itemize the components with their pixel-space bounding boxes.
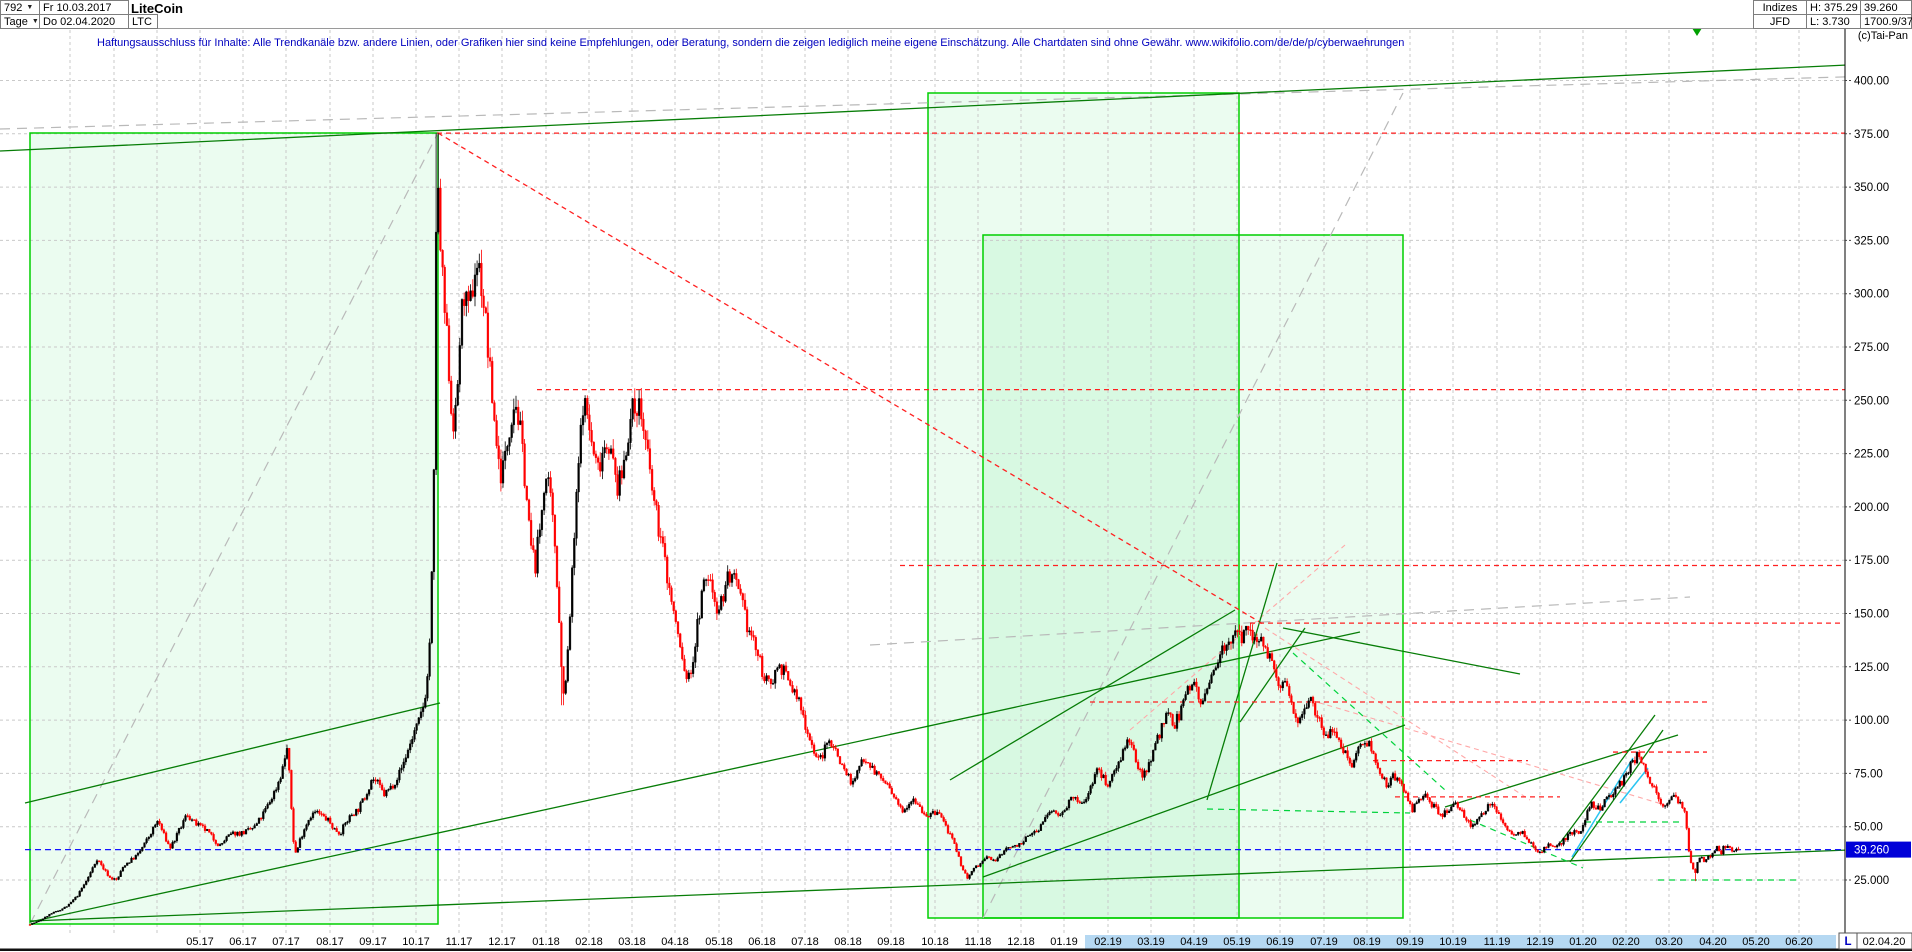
- data-group-value: Indizes: [1762, 1, 1798, 14]
- x-axis-month-label: 03.20: [1655, 936, 1683, 948]
- x-axis-month-label: 05.19: [1223, 936, 1251, 948]
- y-axis-tick-label: 325.00: [1854, 235, 1889, 247]
- x-axis-month-label: 01.18: [532, 936, 560, 948]
- x-axis-month-label: 04.20: [1699, 936, 1727, 948]
- y-axis-tick-label: 125.00: [1854, 662, 1889, 674]
- x-axis-month-label: 06.17: [229, 936, 257, 948]
- x-axis-month-label: 10.18: [921, 936, 949, 948]
- x-axis-month-label: 02.18: [575, 936, 603, 948]
- y-axis-tick-label: 300.00: [1854, 289, 1889, 301]
- x-axis-month-label: 06.18: [748, 936, 776, 948]
- x-axis-month-label: 11.18: [965, 936, 992, 948]
- x-axis-month-label: 05.17: [186, 936, 214, 948]
- current-price-tag-label: 39.260: [1854, 845, 1889, 857]
- x-axis-month-label: 08.17: [316, 936, 344, 948]
- end-date-box: [1856, 932, 1912, 950]
- y-axis[interactable]: 400.00 375.00 350.00 325.00 300.00 275.00 250.…: [1844, 29, 1912, 952]
- date-from-field[interactable]: Fr 10.03.2017: [39, 0, 129, 15]
- x-axis-month-label: 08.19: [1353, 936, 1381, 948]
- alert-triangle-icon: [1692, 28, 1702, 36]
- x-axis-month-label: 04.19: [1180, 936, 1208, 948]
- x-axis-month-label: 10.19: [1439, 936, 1467, 948]
- last-price-cell: 39.260: [1860, 0, 1912, 15]
- trend-channel-box-borders: [29, 92, 1404, 925]
- resistance-lines: [437, 132, 1845, 798]
- x-axis[interactable]: 05.17 06.17 07.17 08.17 09.17 10.17 11.17 12.17…: [0, 932, 1912, 952]
- x-axis-month-label: 05.18: [705, 936, 733, 948]
- date-to-field[interactable]: Do 02.04.2020: [39, 14, 129, 29]
- date-from-value: Fr 10.03.2017: [43, 1, 112, 14]
- x-axis-month-label: 02.19: [1094, 936, 1122, 948]
- symbol-cell: LTC: [128, 14, 158, 29]
- y-axis-tick-label: 50.00: [1854, 822, 1883, 834]
- data-provider-cell: JFD: [1753, 14, 1807, 29]
- y-axis-tick-label: 350.00: [1854, 182, 1889, 194]
- x-axis-month-label: 01.20: [1569, 936, 1597, 948]
- period-high-cell: H: 375.29: [1806, 0, 1861, 15]
- instrument-title: LiteCoin: [131, 1, 183, 16]
- period-low-cell: L: 3.730: [1806, 14, 1861, 29]
- last-price-value: 39.260: [1864, 1, 1898, 14]
- copyright-label: (c)Tai-Pan: [1855, 30, 1910, 42]
- x-axis-month-label: 04.18: [661, 936, 689, 948]
- x-axis-month-label: 03.18: [618, 936, 646, 948]
- chevron-down-icon: ▼: [26, 4, 34, 11]
- x-axis-month-label: 03.19: [1137, 936, 1165, 948]
- period-low-value: L: 3.730: [1810, 15, 1850, 28]
- symbol-value: LTC: [132, 15, 152, 28]
- trendlines: [0, 61, 1912, 925]
- x-axis-month-label: 06.19: [1266, 936, 1294, 948]
- y-axis-tick-label: 400.00: [1854, 76, 1889, 88]
- chevron-down-icon: ▼: [31, 18, 39, 25]
- y-axis-tick-label: 150.00: [1854, 609, 1889, 621]
- candlesticks: [28, 133, 1740, 926]
- last-marker-label: L: [1844, 936, 1851, 948]
- x-axis-month-label: 01.19: [1050, 936, 1078, 948]
- current-price-tag: [1846, 841, 1911, 858]
- x-axis-month-label: 02.20: [1612, 936, 1640, 948]
- x-axis-month-label: 12.18: [1007, 936, 1035, 948]
- x-axis-month-label: 12.19: [1526, 936, 1554, 948]
- quote-info-cell: 1700.9/37: [1860, 14, 1912, 29]
- end-date-label: 02.04.20: [1863, 936, 1906, 948]
- x-axis-month-label: 09.17: [359, 936, 387, 948]
- x-axis-month-label: 11.19: [1484, 936, 1511, 948]
- y-axis-tick-label: 25.000: [1854, 875, 1889, 887]
- y-axis-tick-label: 225.00: [1854, 449, 1889, 461]
- x-axis-month-label: 09.19: [1396, 936, 1424, 948]
- x-axis-month-label: 07.17: [272, 936, 300, 948]
- x-axis-month-label: 09.18: [877, 936, 905, 948]
- x-axis-month-label: 06.20: [1785, 936, 1813, 948]
- period-high-value: H: 375.29: [1810, 1, 1858, 14]
- y-axis-tick-label: 175.00: [1854, 555, 1889, 567]
- bars-count-dropdown[interactable]: 792 ▼: [0, 0, 40, 15]
- x-axis-month-label: 08.18: [834, 936, 862, 948]
- x-axis-month-label: 10.17: [402, 936, 430, 948]
- data-group-cell: Indizes: [1753, 0, 1807, 15]
- bars-count-value: 792: [4, 1, 23, 14]
- x-axis-month-label: 05.20: [1742, 936, 1770, 948]
- quote-info-value: 1700.9/37: [1864, 15, 1912, 28]
- x-axis-month-label: 11.17: [446, 936, 473, 948]
- period-unit-dropdown[interactable]: Tage ▼: [0, 14, 40, 29]
- date-to-value: Do 02.04.2020: [43, 15, 116, 28]
- y-axis-tick-label: 375.00: [1854, 129, 1889, 141]
- disclaimer-text: Haftungsausschluss für Inhalte: Alle Tre…: [97, 37, 1405, 49]
- y-axis-tick-label: 200.00: [1854, 502, 1889, 514]
- x-axis-highlight-band: [1085, 935, 1836, 949]
- x-axis-month-label: 12.17: [488, 936, 516, 948]
- y-axis-tick-label: 100.00: [1854, 715, 1889, 727]
- y-axis-tick-label: 75.00: [1854, 768, 1883, 780]
- y-axis-tick-label: 275.00: [1854, 342, 1889, 354]
- data-provider-value: JFD: [1769, 15, 1791, 28]
- header-separator: [0, 28, 1912, 29]
- period-unit-value: Tage: [4, 15, 28, 28]
- gridlines: [0, 30, 1845, 934]
- x-axis-month-label: 07.19: [1310, 936, 1338, 948]
- x-axis-month-label: 07.18: [791, 936, 819, 948]
- y-axis-tick-label: 250.00: [1854, 395, 1889, 407]
